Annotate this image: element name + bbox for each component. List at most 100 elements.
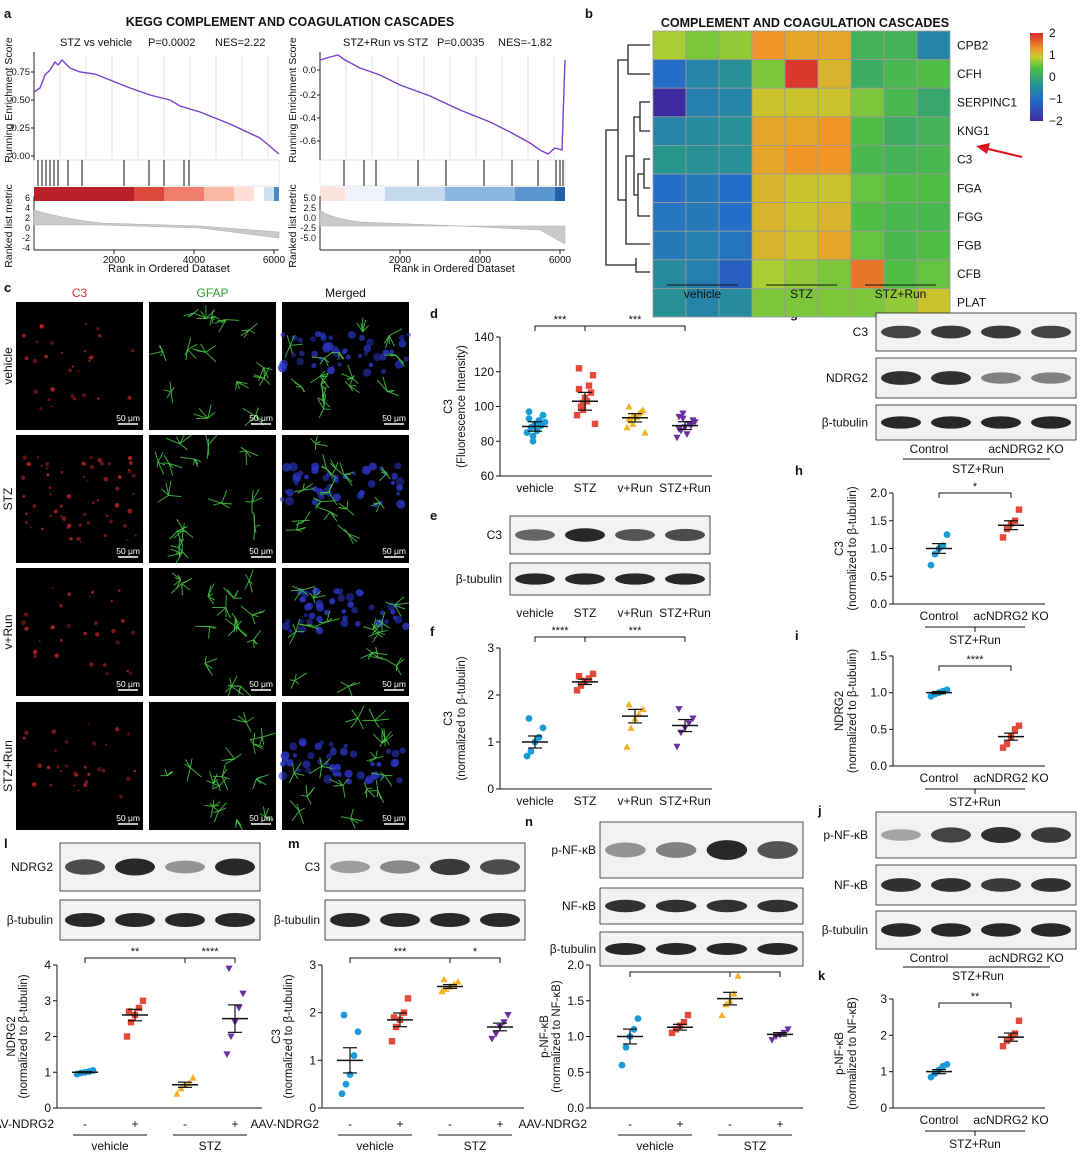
gfap-process xyxy=(212,799,215,807)
gfap-process xyxy=(301,585,316,591)
c3-signal xyxy=(108,462,111,465)
group-label: STZ+Run xyxy=(949,795,1001,809)
gfap-process xyxy=(344,381,350,387)
heatmap-cell xyxy=(850,87,885,118)
c3-signal xyxy=(20,475,26,481)
gfap-process xyxy=(265,816,274,821)
data-point xyxy=(672,1026,680,1033)
blot-band xyxy=(115,912,155,928)
gfap-process xyxy=(170,548,182,554)
gfap-process xyxy=(205,309,216,319)
dapi-nucleus xyxy=(391,476,396,481)
dapi-nucleus xyxy=(358,490,365,496)
gfap-process xyxy=(219,778,227,787)
gfap-process xyxy=(212,773,218,784)
heatmap-cell xyxy=(718,173,753,204)
gfap-process xyxy=(371,623,380,633)
data-point xyxy=(127,1019,135,1026)
dapi-nucleus xyxy=(337,594,346,602)
gfap-process xyxy=(289,800,300,812)
heatmap-cell xyxy=(751,59,786,89)
gfap-process xyxy=(263,367,273,371)
gfap-process xyxy=(317,506,331,513)
scale-label: 2 xyxy=(1049,26,1056,40)
blot-label: β-tubulin xyxy=(822,923,868,937)
dapi-nucleus xyxy=(380,368,387,374)
data-point xyxy=(354,1028,362,1036)
dapi-nucleus xyxy=(396,484,403,492)
dapi-nucleus xyxy=(396,777,403,784)
scale-bar-label: 50 μm xyxy=(382,813,406,823)
gfap-process xyxy=(168,480,172,496)
gfap-process xyxy=(313,594,326,599)
data-point xyxy=(931,550,939,558)
c3-signal xyxy=(97,397,100,400)
gfap-process xyxy=(244,500,253,503)
gfap-process xyxy=(366,757,376,762)
dapi-nucleus xyxy=(357,353,363,358)
data-point xyxy=(1015,722,1023,729)
c3-signal xyxy=(127,469,132,474)
panel-letter-h: h xyxy=(795,463,803,478)
significance-bracket xyxy=(729,971,781,977)
gfap-process xyxy=(216,607,227,616)
gfap-process xyxy=(163,454,170,464)
gfap-process xyxy=(326,610,331,623)
c3-signal xyxy=(33,389,38,395)
lane-label: Control xyxy=(910,442,949,456)
data-point xyxy=(591,420,599,428)
c3-signal xyxy=(32,504,37,508)
y-tick-label: 1.0 xyxy=(870,542,887,556)
c3-signal xyxy=(61,351,64,354)
gfap-process xyxy=(350,818,356,829)
gfap-process xyxy=(221,502,230,509)
gfap-process xyxy=(187,337,192,350)
data-point xyxy=(529,437,537,445)
blot-band xyxy=(981,923,1021,937)
data-point xyxy=(239,990,247,998)
c3-signal xyxy=(128,671,132,675)
gfap-process xyxy=(322,454,327,469)
c3-signal xyxy=(119,794,123,799)
group-label: STZ xyxy=(199,1139,222,1153)
heatmap-cell xyxy=(685,230,720,261)
gfap-process xyxy=(251,490,254,503)
c3-signal xyxy=(71,365,74,368)
blot-band xyxy=(480,859,520,875)
gfap-process xyxy=(253,630,262,641)
data-point xyxy=(539,411,547,419)
blot-band xyxy=(215,858,255,876)
gfap-process xyxy=(372,629,383,638)
significance-bracket xyxy=(534,636,586,642)
gfap-process xyxy=(207,593,214,597)
heatmap-cell xyxy=(883,87,918,118)
rank-tick-label: 2 xyxy=(25,213,30,223)
dapi-nucleus xyxy=(356,771,365,780)
c3-signal xyxy=(106,514,109,517)
dapi-nucleus xyxy=(340,619,349,627)
rank-tick-label: -4 xyxy=(22,243,30,253)
heatmap-cell xyxy=(883,173,918,204)
gfap-process xyxy=(387,389,395,392)
gfap-process xyxy=(386,390,400,397)
data-point xyxy=(504,1012,512,1019)
gsea-left-p: P=0.0002 xyxy=(148,37,195,49)
gfap-process xyxy=(382,376,388,392)
gfap-process xyxy=(181,577,193,585)
heatmap-cell xyxy=(751,144,786,175)
es-tick-label: 0.0 xyxy=(303,65,316,76)
dapi-nucleus xyxy=(280,760,286,767)
c3-signal xyxy=(95,632,100,637)
c3-signal xyxy=(87,722,90,725)
gfap-process xyxy=(383,335,390,344)
heatmap-cell xyxy=(685,87,720,118)
blot-label: p-NF-κB xyxy=(551,843,596,857)
heatmap-cell xyxy=(652,202,687,232)
gfap-process xyxy=(329,462,337,469)
x-category-label: Control xyxy=(920,771,959,785)
y-tick-label: 1.0 xyxy=(870,686,887,700)
dendrogram xyxy=(605,44,650,273)
gfap-process xyxy=(245,722,252,733)
gfap-process xyxy=(227,626,237,637)
